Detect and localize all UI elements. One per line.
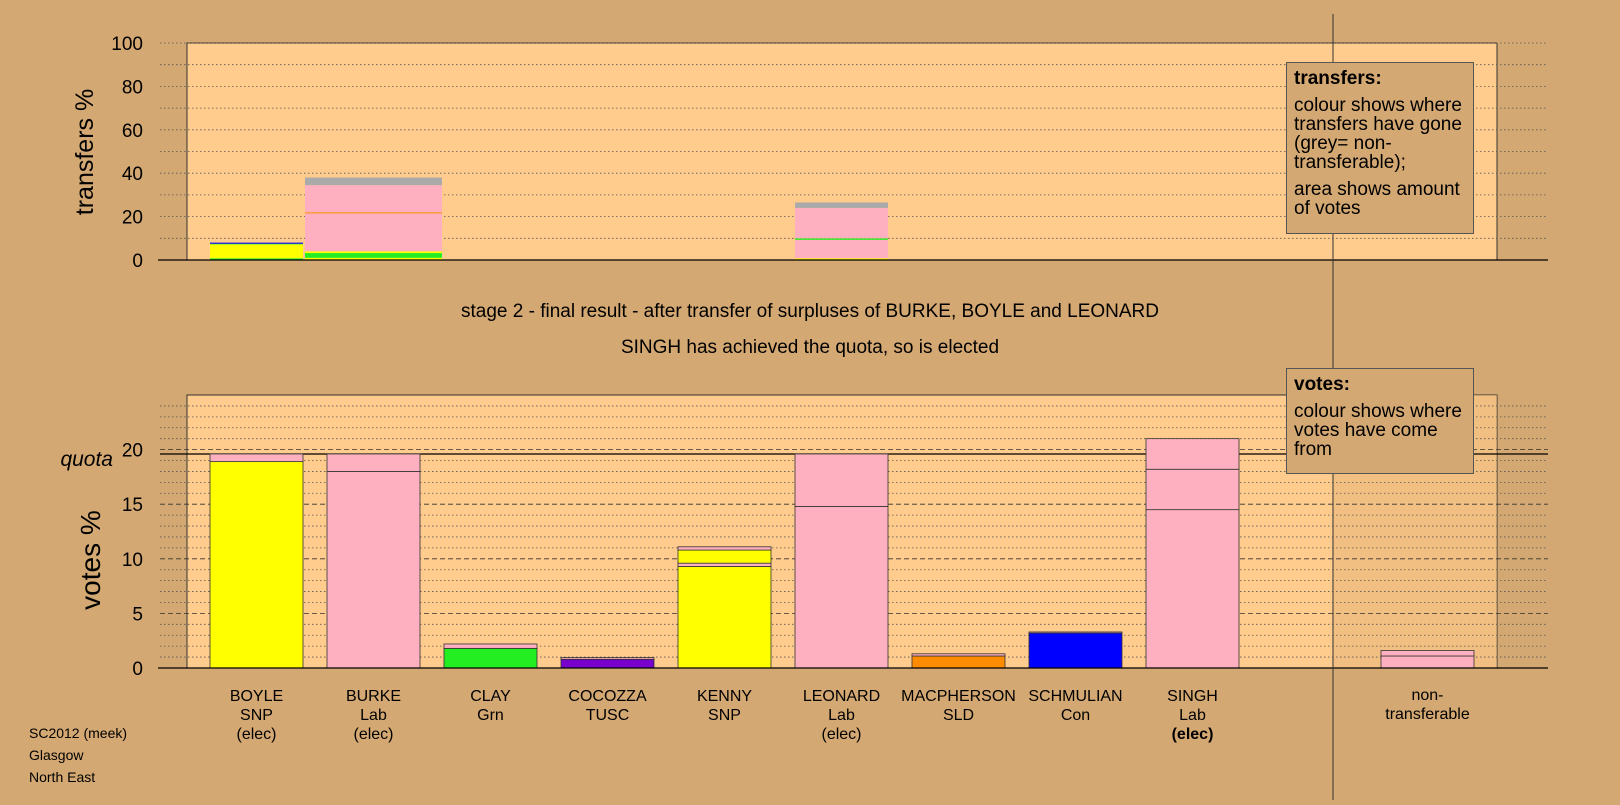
transfers-legend-text-2: area shows amount of votes	[1294, 179, 1460, 219]
votes-tick-label: 15	[122, 495, 143, 516]
transfers-legend-text-1: colour shows where transfers have gone (…	[1294, 95, 1462, 173]
vote-bar-kenny-segment	[677, 549, 772, 564]
vote-bar-leonard-segment	[794, 453, 889, 507]
transfer-segment	[795, 207, 888, 239]
candidate-name-label: SCHMULIAN	[1028, 688, 1122, 705]
nontransferable-label: transferable	[1385, 706, 1470, 723]
votes-axis-label: votes %	[75, 510, 106, 610]
transfer-segment	[795, 238, 888, 240]
candidate-party-label: Lab	[1179, 707, 1206, 724]
vote-bar-burke-segment	[326, 453, 421, 472]
vote-bar-cocozza-segment	[560, 658, 655, 669]
votes-legend-title: votes:	[1294, 374, 1350, 395]
vote-bar-singh-segment	[1145, 468, 1240, 511]
votes-legend-text: colour shows where votes have come from	[1294, 401, 1462, 460]
vote-bar-cocozza-segment	[560, 657, 655, 660]
vote-bar-clay-segment	[443, 647, 538, 669]
votes-tick-label: 5	[132, 604, 143, 625]
transfer-segment	[305, 251, 442, 254]
vote-bar-clay-segment	[443, 643, 538, 649]
votes-legend: votes: colour shows where votes have com…	[1286, 368, 1474, 474]
candidate-party-label: SLD	[943, 707, 974, 724]
candidate-party-label: Lab	[828, 707, 855, 724]
footer-city: Glasgow	[29, 747, 84, 763]
candidate-name-label: LEONARD	[803, 688, 880, 705]
transfers-tick-label: 0	[132, 251, 143, 272]
transfer-segment	[210, 243, 303, 245]
candidate-name-label: SINGH	[1167, 688, 1218, 705]
transfer-segment	[305, 177, 442, 186]
transfer-segment	[795, 239, 888, 259]
transfers-tick-label: 80	[122, 77, 143, 98]
vote-bar-schmulian-segment	[1028, 631, 1123, 634]
nontransferable-bar-segment	[1380, 650, 1475, 657]
transfer-segment	[795, 202, 888, 208]
nontransferable-bar-segment	[1380, 655, 1475, 669]
vote-bar-leonard-segment	[794, 505, 889, 669]
votes-tick-label: 20	[122, 441, 143, 462]
candidate-party-label: SNP	[708, 707, 741, 724]
votes-tick-label: 10	[122, 550, 143, 571]
transfer-segment	[305, 213, 442, 252]
transfer-segment	[210, 244, 303, 259]
transfers-tick-label: 40	[122, 164, 143, 185]
vote-bar-singh-segment	[1145, 509, 1240, 669]
elected-description: SINGH has achieved the quota, so is elec…	[620, 337, 1000, 358]
transfers-tick-label: 60	[122, 121, 143, 142]
vote-bar-boyle-segment	[209, 461, 304, 669]
votes-tick-label: 0	[132, 659, 143, 680]
vote-bar-macpherson-segment	[911, 653, 1006, 657]
candidate-party-label: Grn	[477, 707, 504, 724]
transfers-legend-title: transfers:	[1294, 68, 1382, 89]
candidate-party-label: SNP	[240, 707, 273, 724]
vote-bar-burke-segment	[326, 471, 421, 669]
quota-label: quota	[60, 448, 113, 471]
candidate-status-label: (elec)	[236, 726, 276, 743]
candidate-party-label: Lab	[360, 707, 387, 724]
vote-bar-macpherson-segment	[911, 655, 1006, 669]
candidate-name-label: BOYLE	[230, 688, 283, 705]
transfers-legend: transfers: colour shows where transfers …	[1286, 62, 1474, 234]
transfer-segment	[210, 258, 303, 260]
transfer-segment	[305, 185, 442, 213]
transfer-segment	[795, 258, 888, 260]
transfer-segment	[305, 257, 442, 260]
vote-bar-kenny-segment	[677, 562, 772, 567]
candidate-status-label: (elec)	[1172, 726, 1214, 743]
candidate-name-label: BURKE	[346, 688, 401, 705]
candidate-name-label: COCOZZA	[568, 688, 647, 705]
vote-bar-singh-segment	[1145, 438, 1240, 470]
transfer-segment	[305, 212, 442, 214]
candidate-name-label: CLAY	[470, 688, 511, 705]
vote-bar-boyle-segment	[209, 453, 304, 463]
vote-bar-kenny-segment	[677, 566, 772, 669]
transfers-tick-label: 100	[111, 34, 143, 55]
candidate-party-label: Con	[1061, 707, 1090, 724]
vote-bar-kenny-segment	[677, 546, 772, 551]
transfers-tick-label: 20	[122, 208, 143, 229]
candidate-party-label: TUSC	[586, 707, 630, 724]
candidate-status-label: (elec)	[353, 726, 393, 743]
candidate-name-label: MACPHERSON	[901, 688, 1016, 705]
transfer-segment	[305, 253, 442, 258]
transfers-axis-label: transfers %	[71, 89, 99, 215]
footer-source: SC2012 (meek)	[29, 725, 128, 741]
transfer-segment	[210, 242, 303, 244]
candidate-name-label: KENNY	[697, 688, 752, 705]
nontransferable-label: non-	[1411, 687, 1443, 704]
candidate-status-label: (elec)	[821, 726, 861, 743]
vote-bar-schmulian-segment	[1028, 632, 1123, 669]
stage-description: stage 2 - final result - after transfer …	[460, 301, 1160, 322]
footer-ward: North East	[29, 769, 96, 785]
